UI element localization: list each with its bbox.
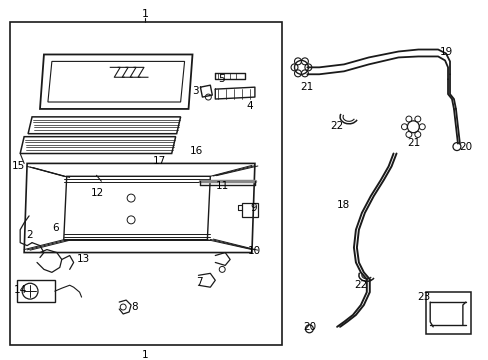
Text: 22: 22 <box>330 121 343 131</box>
Text: 9: 9 <box>250 203 257 213</box>
Text: 4: 4 <box>246 101 253 111</box>
Text: 7: 7 <box>196 277 203 287</box>
Bar <box>426 292 470 334</box>
Text: 23: 23 <box>417 292 430 302</box>
Text: 20: 20 <box>302 322 315 332</box>
Bar <box>242 203 257 217</box>
Text: 10: 10 <box>247 246 260 256</box>
Text: 16: 16 <box>189 145 203 156</box>
Bar <box>10 22 281 345</box>
Text: 1: 1 <box>142 350 148 360</box>
Text: 1: 1 <box>141 9 148 19</box>
Text: 15: 15 <box>12 161 25 171</box>
Text: 2: 2 <box>26 230 32 240</box>
Text: 21: 21 <box>407 138 420 148</box>
Text: 3: 3 <box>192 86 199 96</box>
Text: 6: 6 <box>52 223 59 233</box>
Text: 17: 17 <box>153 157 166 166</box>
Bar <box>17 280 55 302</box>
Text: 14: 14 <box>14 285 27 295</box>
Text: 13: 13 <box>77 255 90 265</box>
Text: 21: 21 <box>299 82 312 92</box>
Text: 20: 20 <box>458 141 471 152</box>
Text: 8: 8 <box>130 302 137 312</box>
Text: 22: 22 <box>353 280 367 290</box>
Text: 19: 19 <box>439 48 452 58</box>
Text: 11: 11 <box>215 181 228 191</box>
Text: 12: 12 <box>91 188 104 198</box>
Text: 5: 5 <box>218 74 224 84</box>
Text: 18: 18 <box>336 200 349 210</box>
